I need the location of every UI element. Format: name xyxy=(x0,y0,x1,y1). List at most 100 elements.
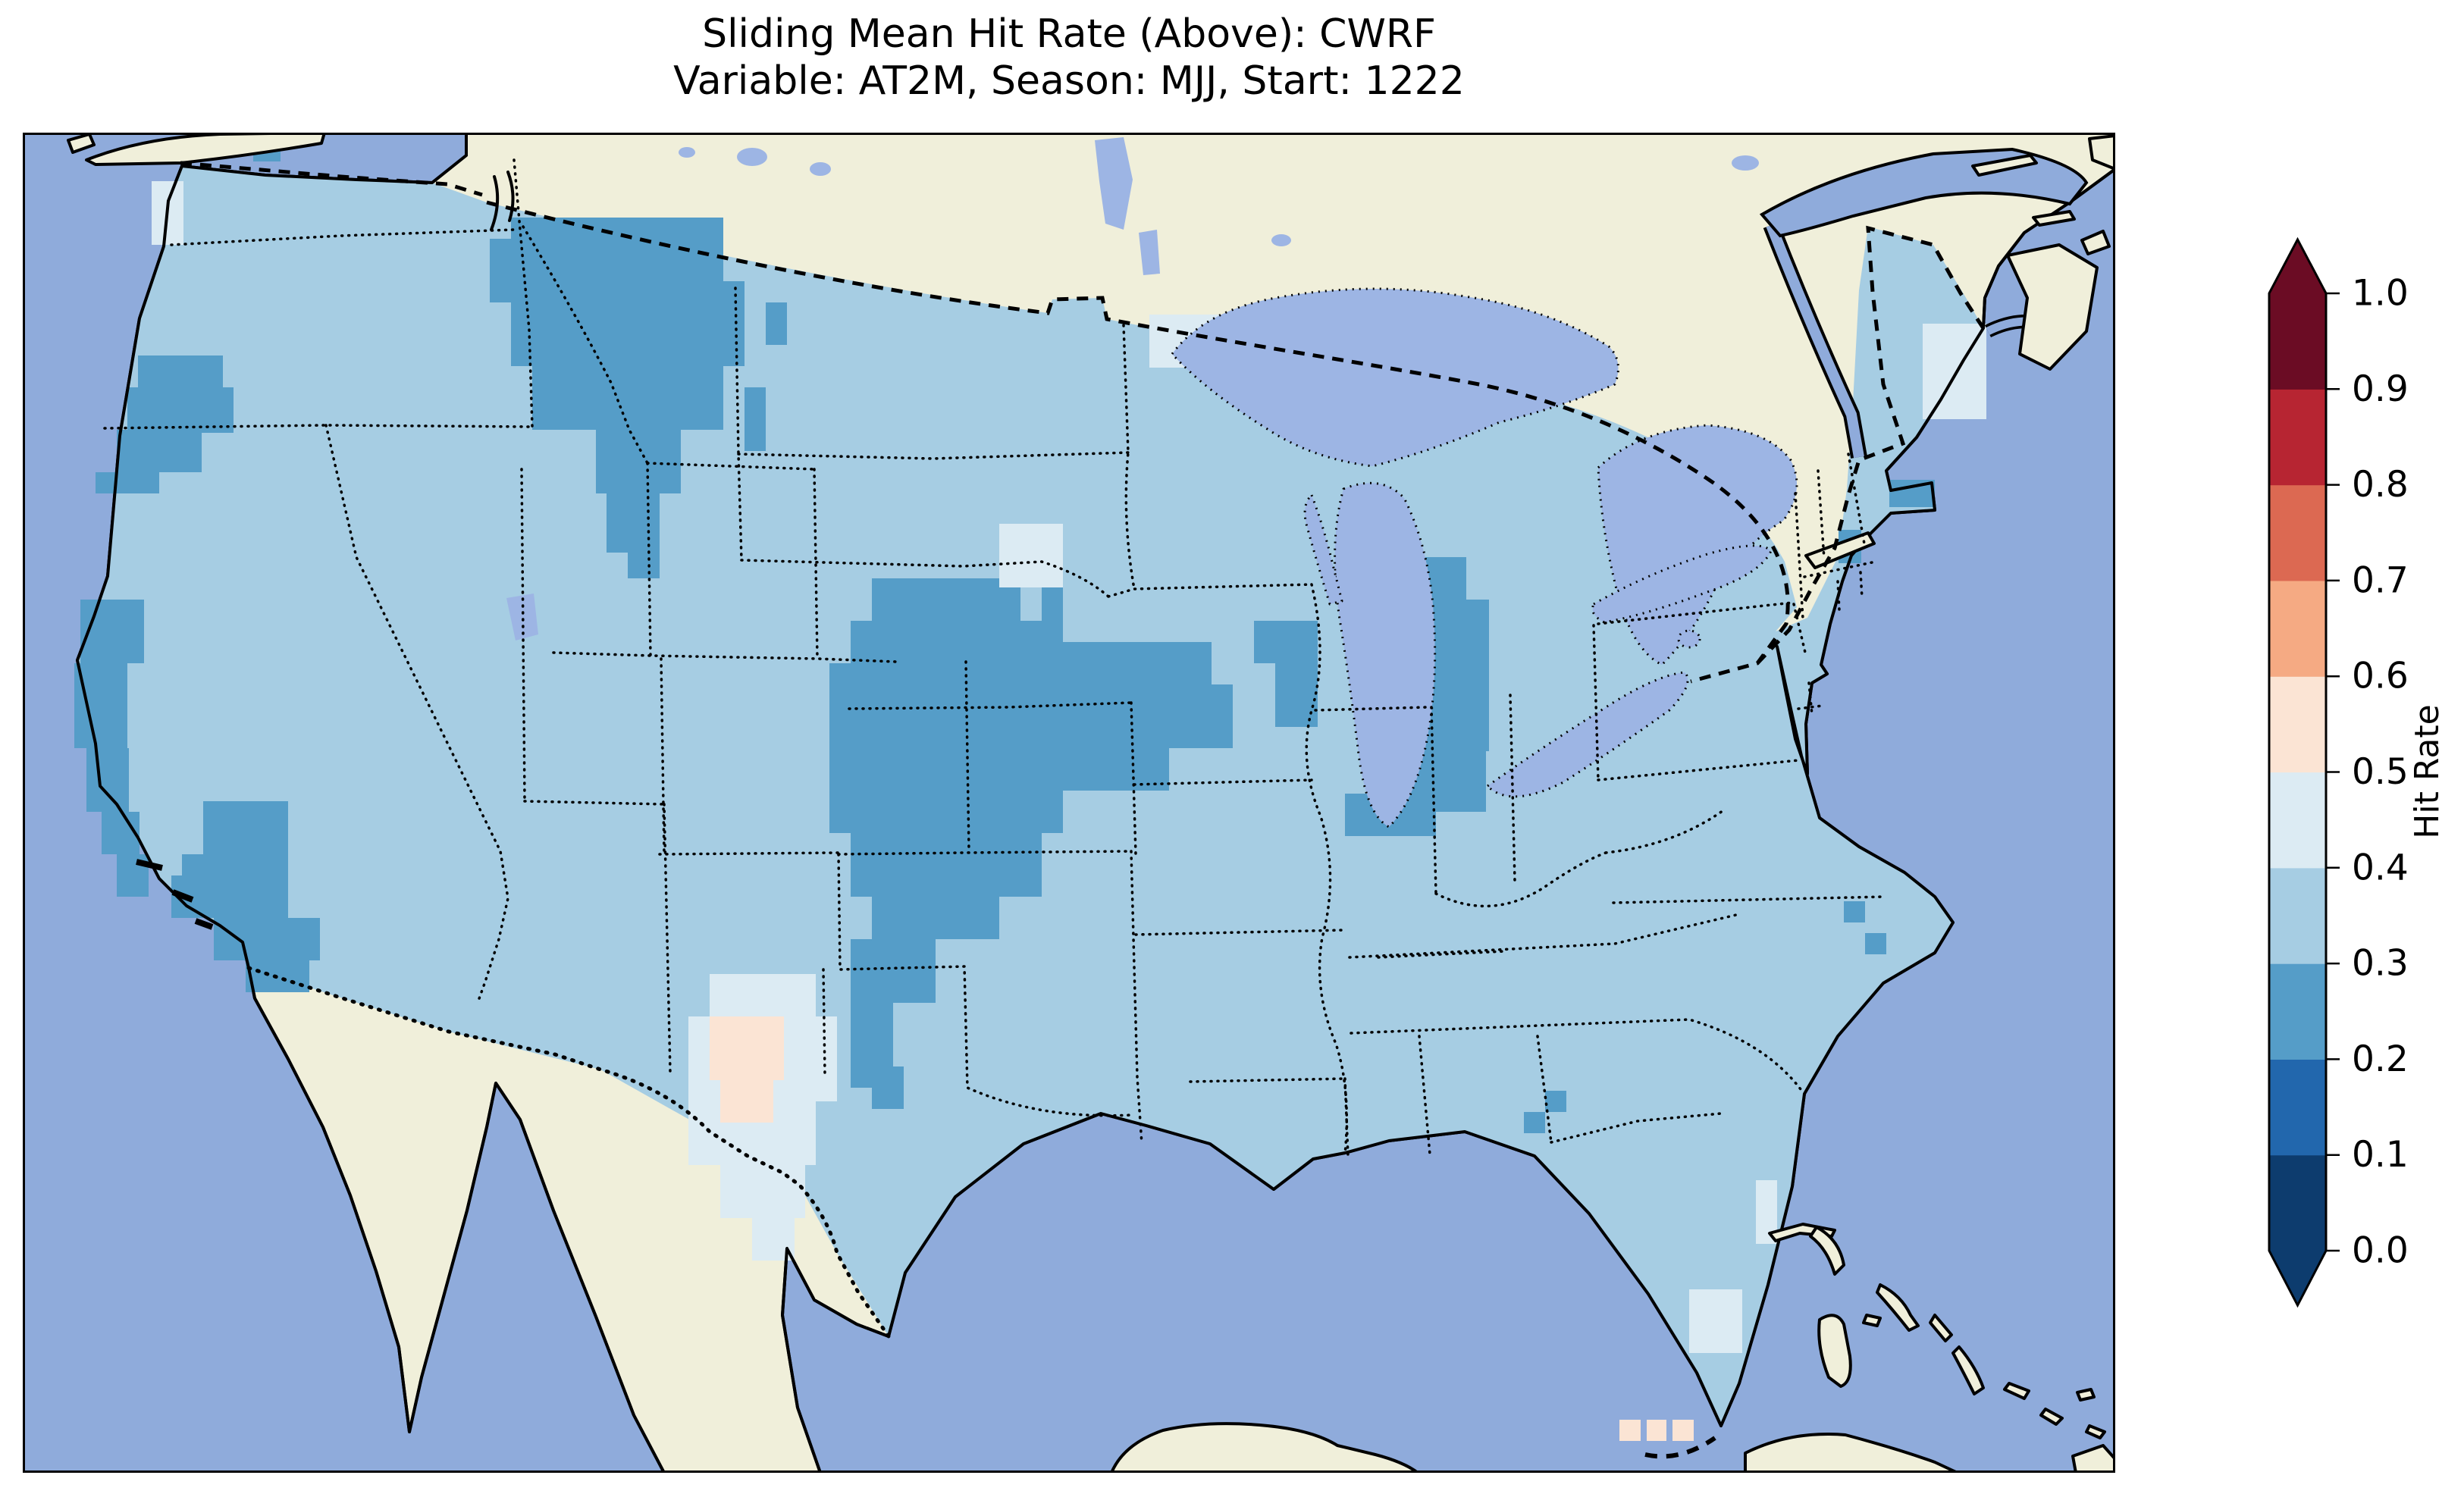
newfoundland-corner xyxy=(2088,134,2115,171)
map-frame xyxy=(23,133,2115,1473)
colorbar-tick-label: 0.3 xyxy=(2352,943,2409,985)
cuba xyxy=(1744,1433,1959,1473)
canada-lakes xyxy=(506,137,1759,641)
grid-cells-northern-california-coast xyxy=(80,600,144,663)
grid-cells-northern-california-coast xyxy=(74,663,127,748)
grid-cells-montana xyxy=(532,366,723,430)
grid-cells-central-plains xyxy=(851,939,936,1003)
state-borders xyxy=(103,158,1886,1157)
colorbar-segment-0.6-0.7 xyxy=(2269,580,2326,677)
colorbar-segment-0-0.1 xyxy=(2269,1154,2326,1251)
plot-title: Sliding Mean Hit Rate (Above): CWRF Vari… xyxy=(23,11,2115,105)
us-mexico-border xyxy=(246,966,891,1339)
grid-cells-central-plains xyxy=(851,833,1042,897)
lake-michigan xyxy=(1334,481,1437,828)
colorbar-tick-label: 0.8 xyxy=(2352,464,2409,506)
colorbar-tick-label: 1.0 xyxy=(2352,273,2409,315)
grid-cells-west-texas xyxy=(752,1218,795,1261)
bahamas-sliver-1 xyxy=(2003,1382,2030,1400)
colorbar-tick-label: 0.5 xyxy=(2352,751,2409,793)
cape-breton xyxy=(2080,230,2111,255)
colorbar-tick-label: 0.7 xyxy=(2352,559,2409,601)
colorbar-segment-0.5-0.6 xyxy=(2269,676,2326,773)
cat-island xyxy=(1929,1314,1953,1342)
green-bay xyxy=(1303,493,1343,606)
grid-cells-wisconsin xyxy=(1254,621,1318,663)
grid-cells-central-plains xyxy=(1063,748,1169,791)
grid-cells-central-plains xyxy=(829,748,1063,833)
grid-cells-florida-keys xyxy=(1619,1420,1641,1441)
lake-manitoba xyxy=(1139,230,1160,275)
lake-erie xyxy=(1486,671,1689,798)
grid-cells-pacific-northwest-coast xyxy=(96,472,159,493)
long-island xyxy=(1804,531,1876,569)
colorbar-segment-0.7-0.8 xyxy=(2269,484,2326,581)
grid-cells-florida-south xyxy=(1689,1289,1742,1353)
abaco xyxy=(1809,1226,1845,1276)
grid-cells-montana xyxy=(766,302,787,345)
grid-cells-west-texas-core xyxy=(710,1016,784,1080)
colorbar-tick-label: 0.0 xyxy=(2352,1230,2409,1272)
nova-scotia xyxy=(2006,243,2099,371)
grid-cells-scattered-east xyxy=(1865,933,1886,954)
hispaniola xyxy=(2071,1444,2115,1473)
grid-cells-florida-keys xyxy=(1672,1420,1694,1441)
grid-cells-montana xyxy=(511,218,723,281)
grid-cells-scattered-east xyxy=(1844,901,1865,922)
coastline xyxy=(76,154,2115,1473)
grid-cells-central-plains xyxy=(1084,684,1233,748)
grid-cells-montana xyxy=(723,281,745,366)
puget-sound xyxy=(490,171,515,231)
grid-cells-pacific-northwest-coast xyxy=(117,430,202,472)
colorbar-tick-label: 0.2 xyxy=(2352,1038,2409,1080)
colorbar-segment-0.3-0.4 xyxy=(2269,867,2326,964)
grid-cells-west-texas-core xyxy=(720,1080,773,1123)
bahamas-sliver-4 xyxy=(2085,1424,2106,1439)
plot-title-line2: Variable: AT2M, Season: MJJ, Start: 1222 xyxy=(673,58,1465,104)
channel-islands xyxy=(136,859,214,930)
vancouver-island xyxy=(85,133,326,166)
grid-cells-west-texas xyxy=(710,974,816,1016)
colorbar-segment-0.4-0.5 xyxy=(2269,772,2326,869)
colorbar-arrow-over xyxy=(2269,240,2326,293)
grid-cells-montana xyxy=(596,430,681,493)
grid-cells-southern-california xyxy=(214,918,320,960)
prince-edward-island xyxy=(2032,210,2076,227)
colorbar-tick-label: 0.6 xyxy=(2352,656,2409,697)
grid-cells-west-texas xyxy=(720,1165,805,1218)
grid-cells-florida-keys xyxy=(1647,1420,1666,1441)
grid-cells-scattered-east xyxy=(1545,1091,1566,1112)
grid-cells-nebraska-south-dakota xyxy=(999,524,1063,587)
grid-cells-pacific-northwest-coast xyxy=(127,387,234,433)
strait-border xyxy=(180,161,483,197)
lake-winnipeg xyxy=(1095,137,1133,230)
grid-cells-montana xyxy=(628,542,660,578)
colorbar-tick-label: 0.9 xyxy=(2352,368,2409,410)
colorbar-tick-label: 0.1 xyxy=(2352,1134,2409,1176)
grid-cells-central-plains xyxy=(872,897,999,939)
st-lawrence-river-water xyxy=(1766,223,1864,459)
colorbar-segment-0.1-0.2 xyxy=(2269,1059,2326,1156)
us-canada-border-east xyxy=(1756,225,1986,665)
grid-cells-northern-california-coast xyxy=(102,812,140,854)
colorbar-tick-label: 0.4 xyxy=(2352,847,2409,888)
grid-cells-northern-california-coast xyxy=(86,748,129,812)
grid-cells-scattered-east xyxy=(1524,1112,1545,1133)
bc-islet xyxy=(67,133,96,154)
yucatan xyxy=(1110,1422,1419,1473)
great-salt-lake xyxy=(506,594,538,641)
grid-cells-wisconsin xyxy=(1275,663,1318,727)
colorbar-segment-0.9-1 xyxy=(2269,293,2326,390)
anticosti-island xyxy=(1971,154,2038,177)
eleuthera xyxy=(1876,1283,1920,1332)
colorbar-segment-0.8-0.9 xyxy=(2269,389,2326,486)
great-lakes xyxy=(1171,287,1798,828)
new-providence xyxy=(1862,1314,1882,1327)
islands xyxy=(67,133,2115,1473)
andros xyxy=(1817,1314,1852,1388)
grid-cells-montana xyxy=(511,281,745,366)
bahamas-sliver-2 xyxy=(2039,1408,2064,1426)
colorbar-arrow-under xyxy=(2269,1251,2326,1305)
bahamas-sliver-3 xyxy=(2076,1388,2096,1402)
lake-ontario xyxy=(1591,544,1773,624)
